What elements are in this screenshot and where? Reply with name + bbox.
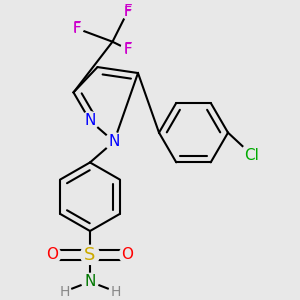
Circle shape — [82, 273, 98, 290]
Circle shape — [44, 247, 61, 263]
Circle shape — [80, 245, 100, 264]
Text: F: F — [73, 21, 80, 35]
Circle shape — [58, 285, 71, 298]
Text: O: O — [46, 248, 58, 262]
Circle shape — [121, 43, 134, 56]
Text: F: F — [123, 42, 132, 57]
Text: H: H — [110, 284, 121, 298]
Circle shape — [121, 43, 134, 56]
Text: F: F — [124, 5, 131, 19]
Text: F: F — [123, 4, 132, 20]
Text: O: O — [122, 248, 134, 262]
Text: F: F — [72, 21, 81, 36]
Circle shape — [109, 285, 122, 298]
Circle shape — [121, 5, 134, 19]
Circle shape — [81, 112, 99, 130]
Text: S: S — [84, 246, 96, 264]
Circle shape — [70, 22, 83, 35]
Text: N: N — [84, 274, 96, 289]
Circle shape — [105, 133, 123, 151]
Text: H: H — [59, 284, 70, 298]
Circle shape — [121, 5, 134, 19]
Text: N: N — [84, 113, 96, 128]
Circle shape — [70, 22, 83, 35]
Text: F: F — [124, 42, 131, 56]
Circle shape — [119, 247, 136, 263]
Text: Cl: Cl — [244, 148, 260, 163]
Circle shape — [241, 144, 263, 166]
Text: N: N — [108, 134, 120, 149]
